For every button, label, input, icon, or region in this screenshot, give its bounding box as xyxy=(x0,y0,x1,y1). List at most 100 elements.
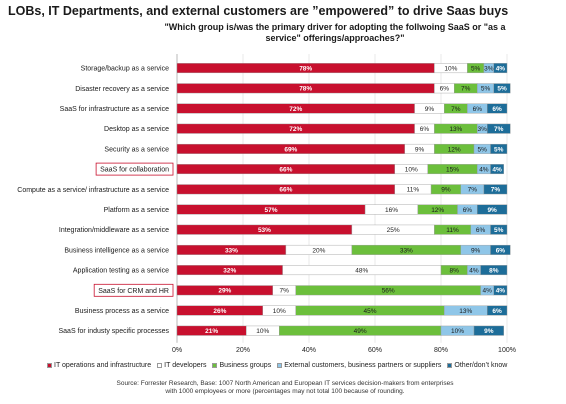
data-label: 6% xyxy=(420,126,430,133)
category-label: SaaS for infrastructure as a service xyxy=(60,106,169,113)
data-label: 25% xyxy=(387,227,400,234)
data-label: 4% xyxy=(492,167,502,174)
data-label: 21% xyxy=(205,328,218,335)
category-label: Storage/backup as a service xyxy=(81,66,169,73)
legend-item: IT developers xyxy=(157,362,206,369)
chart-subtitle: "Which group is/was the primary driver f… xyxy=(164,22,506,43)
chart-title: LOBs, IT Departments, and external custo… xyxy=(8,4,509,18)
data-label: 78% xyxy=(299,86,312,93)
x-tick-label: 0% xyxy=(172,347,182,354)
x-tick-label: 40% xyxy=(302,347,316,354)
data-label: 12% xyxy=(431,207,444,214)
bar-segment xyxy=(493,63,508,74)
chart-legend: IT operations and infrastructure IT devel… xyxy=(47,362,513,369)
data-label: 7% xyxy=(494,126,504,133)
legend-item: External customers, business partners or… xyxy=(277,362,441,369)
legend-label: IT developers xyxy=(164,362,207,369)
data-label: 4% xyxy=(496,288,506,295)
data-label: 9% xyxy=(471,247,481,254)
data-label: 4% xyxy=(479,167,489,174)
data-label: 45% xyxy=(364,308,377,315)
data-label: 20% xyxy=(312,247,325,254)
data-label: 72% xyxy=(289,126,302,133)
data-label: 10% xyxy=(273,308,286,315)
data-label: 33% xyxy=(225,247,238,254)
bar-segment xyxy=(487,305,508,316)
data-label: 5% xyxy=(471,66,481,73)
bar-segment xyxy=(477,204,508,215)
data-label: 5% xyxy=(494,146,504,153)
data-label: 69% xyxy=(284,146,297,153)
data-label: 6% xyxy=(473,106,483,113)
data-label: 6% xyxy=(476,227,486,234)
data-label: 72% xyxy=(289,106,302,113)
data-label: 48% xyxy=(355,268,368,275)
data-label: 8% xyxy=(489,268,499,275)
category-label: Disaster recovery as a service xyxy=(75,86,169,93)
category-label: Business intelligence as a service xyxy=(64,247,169,254)
data-label: 7% xyxy=(468,187,478,194)
data-label: 11% xyxy=(407,187,420,194)
data-label: 7% xyxy=(451,106,461,113)
data-label: 7% xyxy=(280,288,290,295)
legend-swatch xyxy=(212,362,218,368)
data-label: 5% xyxy=(478,146,488,153)
category-label: Compute as a service/ infrastructure as … xyxy=(17,187,169,194)
data-label: 4% xyxy=(496,66,506,73)
data-label: 9% xyxy=(487,207,497,214)
category-label: SaaS for industy specific processes xyxy=(59,328,170,335)
data-label: 6% xyxy=(492,308,502,315)
legend-label: External customers, business partners or… xyxy=(284,362,442,369)
bar-segment xyxy=(490,244,511,255)
data-label: 15% xyxy=(446,167,459,174)
data-label: 5% xyxy=(494,227,504,234)
bar-segment xyxy=(480,265,508,276)
source-note: Source: Forrester Research, Base: 1007 N… xyxy=(116,380,454,395)
category-label: SaaS for collaboration xyxy=(100,167,169,174)
data-label: 10% xyxy=(405,167,418,174)
data-label: 9% xyxy=(425,106,435,113)
data-label: 13% xyxy=(459,308,472,315)
data-label: 13% xyxy=(449,126,462,133)
data-label: 4% xyxy=(469,268,479,275)
data-label: 66% xyxy=(279,167,292,174)
data-label: 5% xyxy=(497,86,507,93)
category-label: Business process as a service xyxy=(75,308,169,315)
data-label: 6% xyxy=(496,247,506,254)
bar-segment xyxy=(490,164,504,175)
data-label: 56% xyxy=(382,288,395,295)
legend-label: Other/don’t know xyxy=(454,362,508,369)
category-label: Security as a service xyxy=(104,146,169,153)
data-label: 3% xyxy=(478,126,488,133)
data-label: 3% xyxy=(484,66,494,73)
bar-segment xyxy=(483,184,508,195)
category-label: SaaS for CRM and HR xyxy=(98,288,169,295)
legend-item: Business groups xyxy=(212,362,271,369)
bar-segment xyxy=(487,123,511,134)
data-label: 6% xyxy=(463,207,473,214)
data-label: 9% xyxy=(484,328,494,335)
data-label: 7% xyxy=(461,86,471,93)
data-label: 11% xyxy=(446,227,459,234)
legend-item: IT operations and infrastructure xyxy=(47,362,151,369)
data-label: 66% xyxy=(279,187,292,194)
data-label: 53% xyxy=(258,227,271,234)
data-label: 49% xyxy=(354,328,367,335)
x-tick-label: 20% xyxy=(236,347,250,354)
category-highlight-box xyxy=(95,162,174,176)
data-label: 6% xyxy=(440,86,450,93)
category-label: Platform as a service xyxy=(104,207,169,214)
bar-segment xyxy=(493,285,508,296)
bar-segment xyxy=(487,103,508,114)
legend-label: IT operations and infrastructure xyxy=(54,362,152,369)
bar-segment xyxy=(490,224,508,235)
category-label: Desktop as a service xyxy=(104,126,169,133)
legend-item: Other/don’t know xyxy=(447,362,507,369)
data-label: 4% xyxy=(482,288,492,295)
data-label: 78% xyxy=(299,66,312,73)
legend-swatch xyxy=(277,362,283,368)
legend-swatch xyxy=(47,362,52,368)
data-label: 57% xyxy=(265,207,278,214)
bar-segment xyxy=(473,325,504,336)
